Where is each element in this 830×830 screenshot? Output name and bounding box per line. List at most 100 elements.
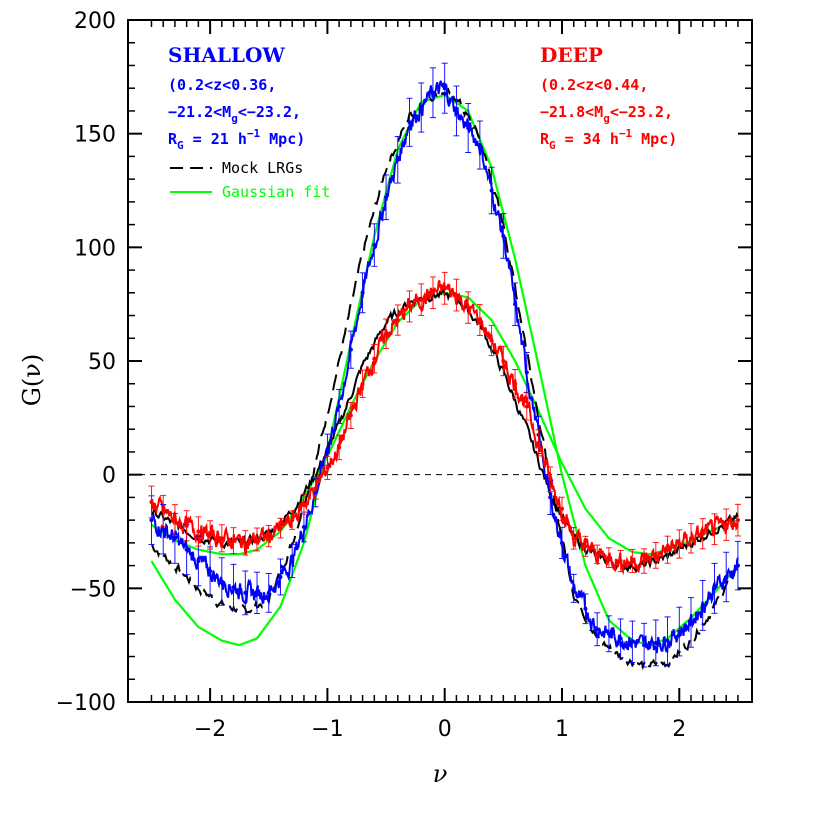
shallow-line-3-pre: R (168, 130, 178, 148)
deep-line-1: (0.2<z<0.44, (540, 76, 648, 94)
data-point (513, 381, 518, 386)
data-point (689, 536, 694, 541)
shallow-line-3-sub: G (177, 139, 184, 152)
legend-label-mock: Mock LRGs (222, 159, 303, 177)
deep-line-3-mid: = 34 h (556, 130, 619, 148)
data-point (278, 574, 283, 579)
data-point (501, 233, 506, 238)
data-point (477, 143, 482, 148)
data-point (489, 338, 494, 343)
y-tick-label: 150 (74, 123, 116, 148)
data-point (278, 526, 283, 531)
data-point (301, 524, 306, 529)
data-point (466, 305, 471, 310)
deep-line-3-sub: G (549, 139, 556, 152)
data-point (442, 86, 447, 91)
shallow-line-3-post: Mpc) (260, 130, 305, 148)
data-point (337, 445, 342, 450)
shallow-line-3-sup: −1 (247, 127, 261, 140)
data-point (290, 518, 295, 523)
deep-line-2-pre: −21.8<M (540, 103, 603, 121)
data-point (548, 477, 553, 482)
y-tick-label: 50 (88, 350, 116, 375)
data-point (419, 297, 424, 302)
data-point (700, 531, 705, 536)
data-point (606, 555, 611, 560)
data-point (454, 108, 459, 113)
data-point (325, 447, 330, 452)
data-point (677, 542, 682, 547)
data-point (677, 629, 682, 634)
deep-annotation: DEEP (0.2<z<0.44, −21.8<Mg<−23.2, RG = 3… (540, 43, 677, 152)
data-point (172, 518, 177, 523)
data-point (606, 631, 611, 636)
shallow-line-2-post: <−23.2, (238, 103, 301, 121)
data-point (372, 243, 377, 248)
data-point (430, 290, 435, 295)
x-tick-label: −1 (311, 717, 343, 742)
legend-label-gaussian: Gaussian fit (222, 183, 330, 201)
data-point (184, 523, 189, 528)
data-point (700, 603, 705, 608)
data-point (407, 304, 412, 309)
legend: Mock LRGs Gaussian fit (170, 159, 330, 201)
data-point (642, 643, 647, 648)
data-point (337, 404, 342, 409)
x-tick-label: 0 (438, 717, 452, 742)
x-tick-label: 2 (672, 717, 686, 742)
data-point (559, 506, 564, 511)
data-point (231, 538, 236, 543)
x-tick-label: 1 (555, 717, 569, 742)
data-point (348, 413, 353, 418)
data-point (501, 359, 506, 363)
y-axis-label: G(ν) (18, 354, 46, 407)
data-point (618, 636, 623, 641)
data-point (184, 547, 189, 552)
data-point (712, 586, 717, 591)
data-point (536, 440, 541, 445)
data-point (653, 640, 658, 645)
data-point (372, 356, 377, 361)
shallow-line-2-pre: −21.2<M (168, 103, 231, 121)
data-point (735, 518, 740, 523)
data-point (219, 579, 224, 584)
data-point (571, 536, 576, 541)
data-point (360, 381, 365, 386)
x-axis-label: ν (433, 760, 448, 788)
data-point (665, 638, 670, 643)
y-tick-label: 100 (74, 236, 116, 261)
data-point (231, 585, 236, 590)
data-point (419, 105, 424, 110)
data-point (559, 540, 564, 545)
data-point (149, 518, 154, 523)
data-point (466, 125, 471, 130)
data-point (325, 465, 330, 470)
deep-line-3-post: Mpc) (632, 130, 677, 148)
data-point (196, 529, 201, 534)
data-point (243, 540, 248, 545)
data-point (454, 293, 459, 298)
data-point (724, 522, 729, 527)
data-point (548, 495, 553, 500)
data-point (172, 536, 177, 541)
deep-line-2-post: <−23.2, (610, 103, 673, 121)
data-point (583, 544, 588, 549)
data-point (618, 559, 623, 564)
data-point (243, 590, 248, 595)
data-point (477, 318, 482, 323)
data-point (735, 563, 740, 568)
data-point (524, 404, 529, 409)
shallow-line-2-sub: g (231, 112, 238, 125)
data-point (384, 331, 389, 336)
y-tick-label: −100 (56, 691, 116, 716)
data-point (208, 532, 213, 537)
data-point (395, 157, 400, 162)
x-tick-label: −2 (194, 717, 226, 742)
shallow-line-2: −21.2<Mg<−23.2, (168, 103, 301, 125)
data-point (583, 606, 588, 611)
data-point (196, 559, 201, 564)
deep-line-3: RG = 34 h−1 Mpc) (540, 127, 677, 152)
data-point (712, 527, 717, 532)
